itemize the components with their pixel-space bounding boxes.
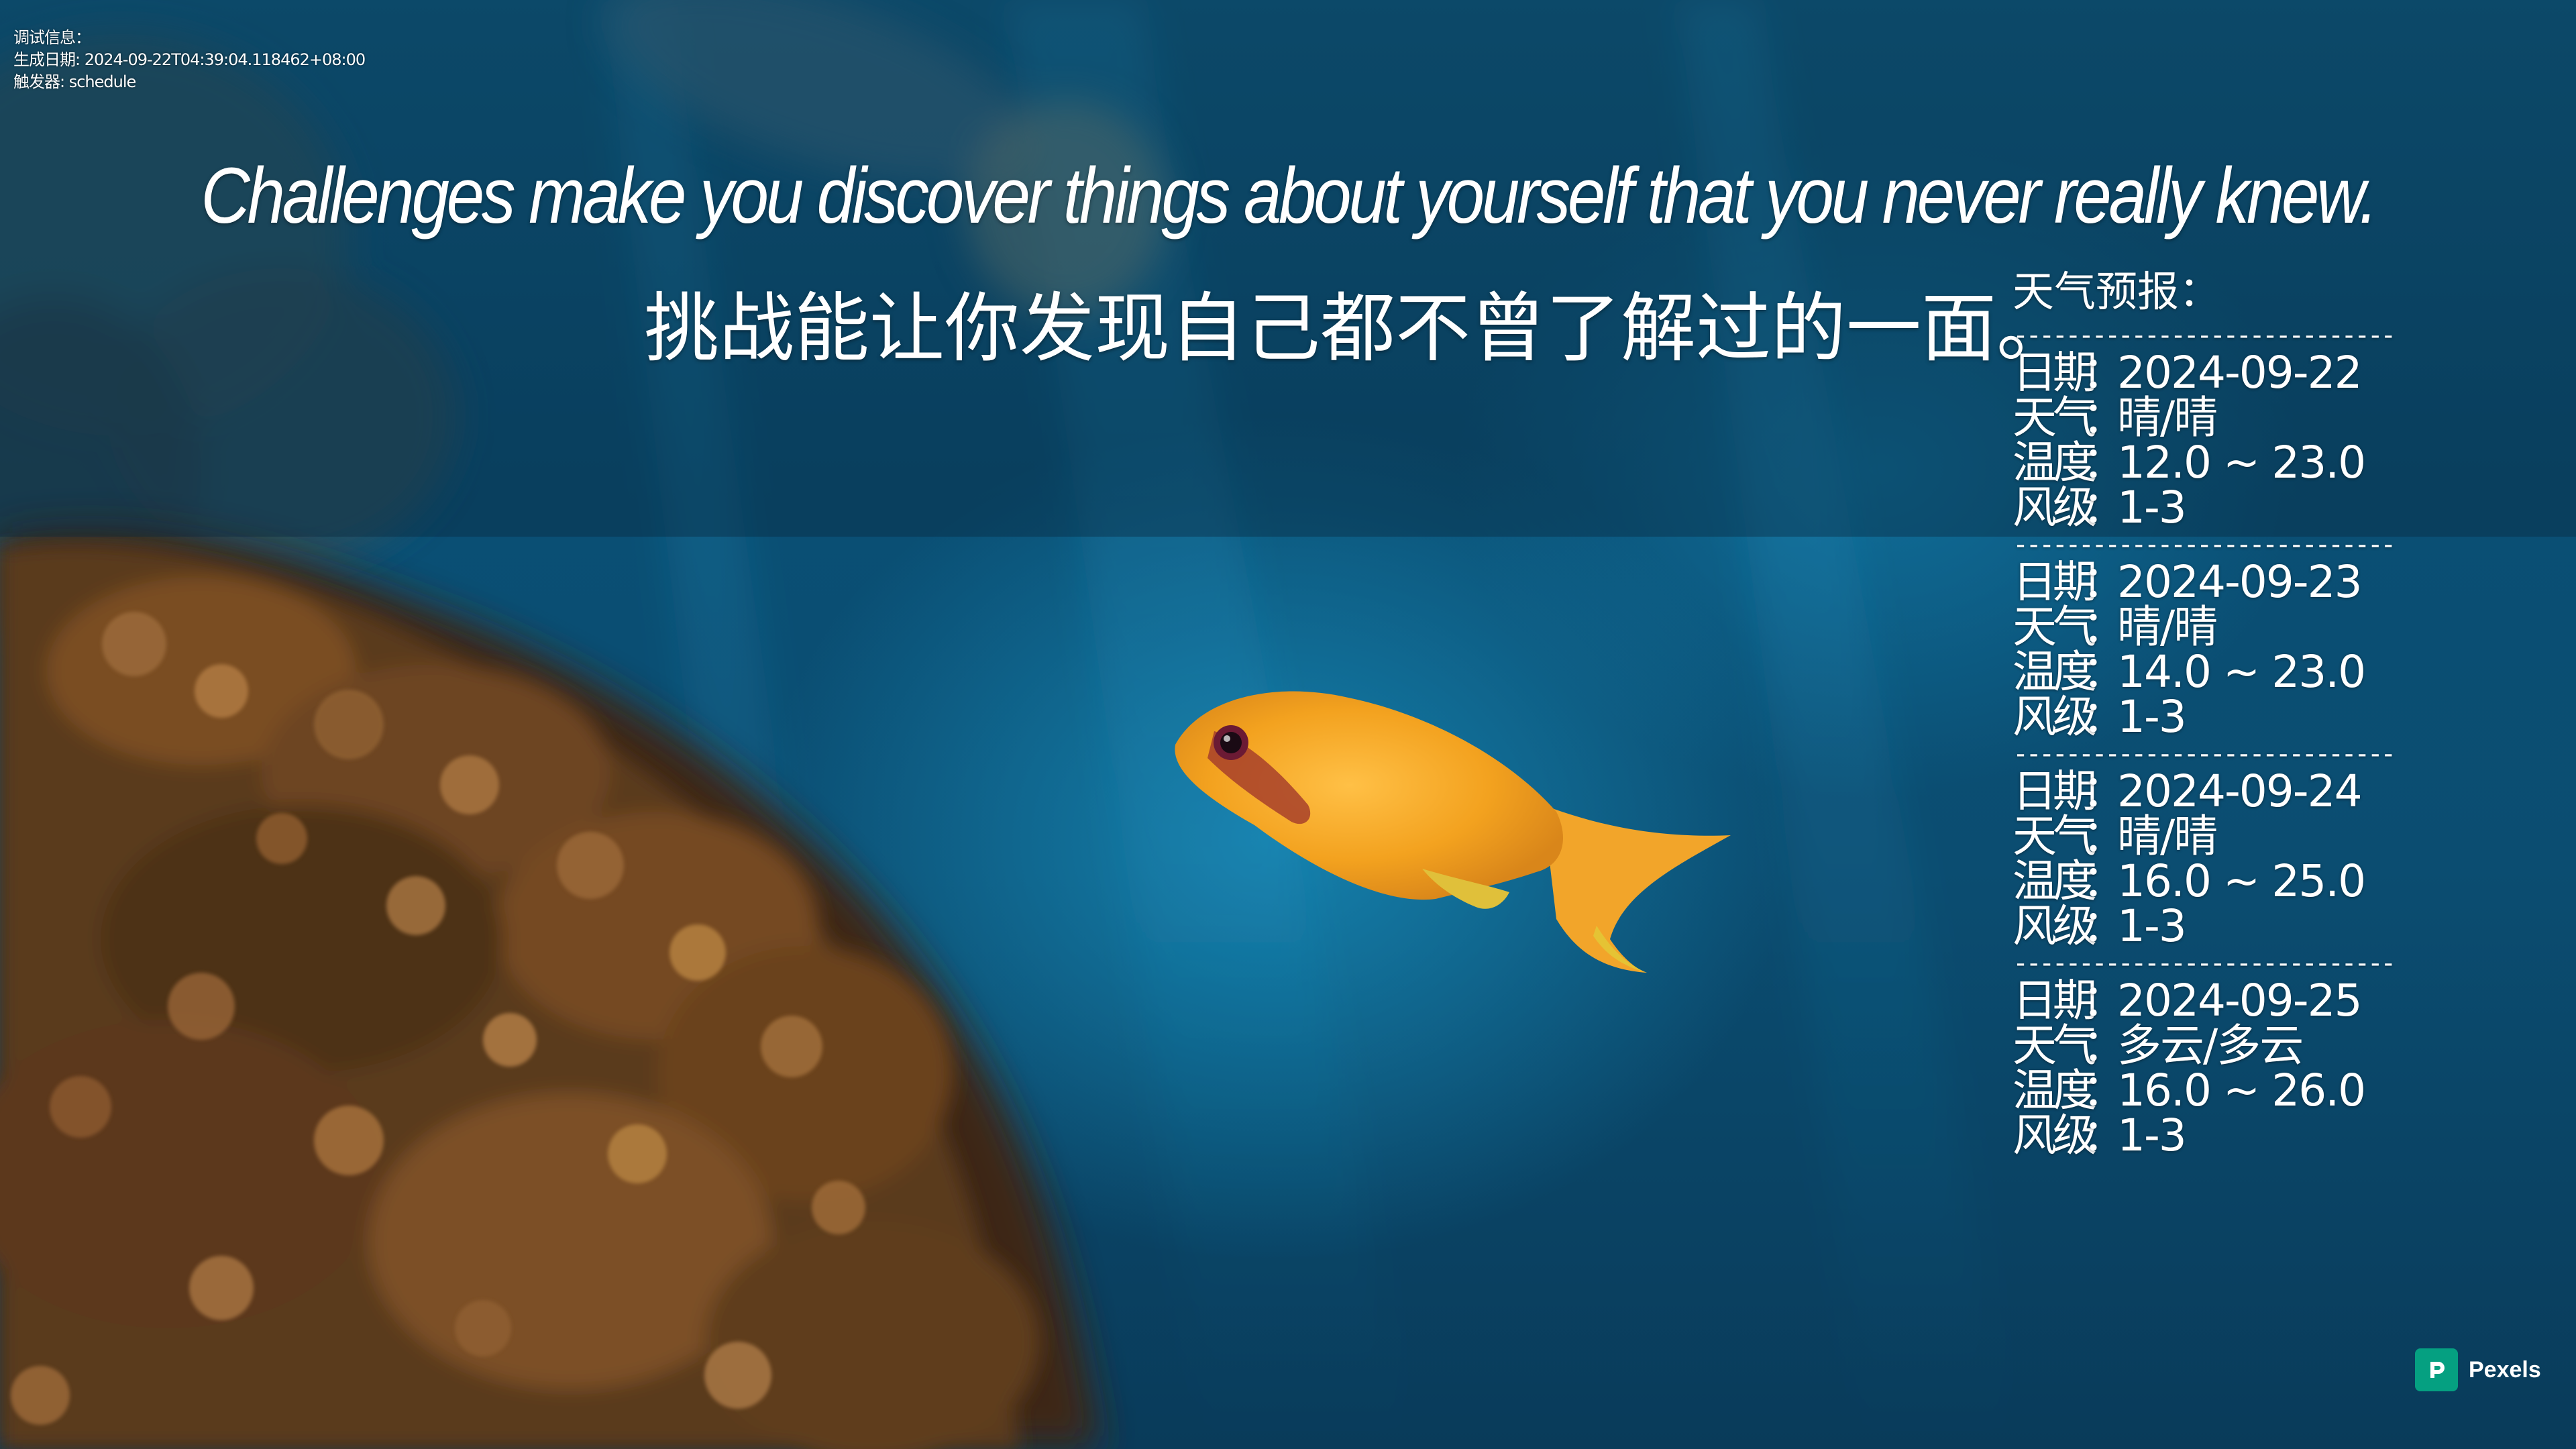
quote-chinese: 挑战能让你发现自己都不曾了解过的一面。 — [644, 285, 2072, 372]
forecast-wind-row: 风级： 1-3 — [2012, 1113, 2482, 1158]
forecast-day: 日期： 2024-09-23 天气：晴/晴 温度： 14.0 ~ 23.0 风级： 1… — [2012, 558, 2482, 741]
header-overlay-band — [0, 0, 2576, 537]
separator: ： — [2082, 347, 2127, 398]
date-label: 日期 — [2012, 765, 2097, 817]
weather-label: 天气 — [2012, 810, 2097, 862]
separator: ： — [2082, 392, 2127, 443]
date-label: 日期 — [2012, 975, 2097, 1026]
debug-title: 调试信息： — [13, 28, 91, 47]
wind-label: 风级 — [2012, 691, 2097, 743]
forecast-weather-row: 天气：多云/多云 — [2012, 1023, 2482, 1068]
separator: ： — [2082, 975, 2127, 1026]
forecast-temperature-row: 温度： 12.0 ~ 23.0 — [2012, 440, 2482, 485]
forecast-date-row: 日期： 2024-09-25 — [2012, 978, 2482, 1023]
forecast-weather-row: 天气：晴/晴 — [2012, 604, 2482, 649]
coral-reef — [0, 528, 1100, 1449]
weather-value: 多云/多云 — [2117, 1020, 2304, 1071]
separator: ： — [2082, 691, 2127, 743]
forecast-day: 日期： 2024-09-22 天气：晴/晴 温度： 12.0 ~ 23.0 风级： 1… — [2012, 349, 2482, 531]
separator: ： — [2082, 646, 2127, 698]
wind-value: 1-3 — [2117, 900, 2187, 952]
separator: ： — [2082, 1065, 2127, 1116]
forecast-day: 日期： 2024-09-24 天气：晴/晴 温度： 16.0 ~ 25.0 风级： 1… — [2012, 767, 2482, 950]
separator: ： — [2082, 601, 2127, 653]
pexels-attribution[interactable]: Pexels — [2415, 1348, 2541, 1391]
forecast-date-row: 日期： 2024-09-23 — [2012, 559, 2482, 604]
divider: ----------------------------- — [2012, 950, 2396, 977]
pexels-logo-icon — [2415, 1348, 2458, 1391]
forecast-date-row: 日期： 2024-09-22 — [2012, 350, 2482, 395]
forecast-wind-row: 风级： 1-3 — [2012, 904, 2482, 949]
pexels-label: Pexels — [2469, 1356, 2541, 1383]
separator: ： — [2082, 1020, 2127, 1071]
wind-value: 1-3 — [2117, 691, 2187, 743]
weather-label: 天气 — [2012, 601, 2097, 653]
weather-value: 晴/晴 — [2117, 392, 2218, 443]
weather-label: 天气 — [2012, 1020, 2097, 1071]
weather-value: 晴/晴 — [2117, 601, 2218, 653]
wind-label: 风级 — [2012, 900, 2097, 952]
pexels-p-icon — [2430, 1362, 2445, 1378]
date-label: 日期 — [2012, 347, 2097, 398]
debug-trigger: 触发器: schedule — [13, 72, 136, 91]
separator: ： — [2082, 810, 2127, 862]
separator: ： — [2082, 765, 2127, 817]
separator: ： — [2082, 900, 2127, 952]
date-value: 2024-09-23 — [2117, 556, 2363, 608]
forecast-date-row: 日期： 2024-09-24 — [2012, 769, 2482, 814]
wind-label: 风级 — [2012, 482, 2097, 533]
forecast-temperature-row: 温度： 16.0 ~ 25.0 — [2012, 859, 2482, 904]
background-fish — [606, 0, 1167, 315]
wind-value: 1-3 — [2117, 482, 2187, 533]
separator: ： — [2082, 855, 2127, 907]
quote-english: Challenges make you discover things abou… — [201, 152, 2378, 240]
wind-value: 1-3 — [2117, 1110, 2187, 1161]
separator: ： — [2082, 556, 2127, 608]
temperature-label: 温度 — [2012, 646, 2097, 698]
forecast-temperature-row: 温度： 16.0 ~ 26.0 — [2012, 1068, 2482, 1113]
date-value: 2024-09-22 — [2117, 347, 2363, 398]
divider: ----------------------------- — [2012, 322, 2396, 349]
separator: ： — [2082, 437, 2127, 488]
date-value: 2024-09-24 — [2117, 765, 2363, 817]
debug-generated-date: 生成日期: 2024-09-22T04:39:04.118462+08:00 — [13, 50, 366, 69]
forecast-day: 日期： 2024-09-25 天气：多云/多云 温度： 16.0 ~ 26.0 风级… — [2012, 977, 2482, 1159]
date-value: 2024-09-25 — [2117, 975, 2363, 1026]
temperature-value: 14.0 ~ 23.0 — [2117, 646, 2366, 698]
divider: ----------------------------- — [2012, 741, 2396, 767]
forecast-wind-row: 风级： 1-3 — [2012, 694, 2482, 739]
debug-info: 调试信息： 生成日期: 2024-09-22T04:39:04.118462+0… — [13, 27, 366, 93]
weather-title: 天气预报： — [2012, 267, 2221, 316]
temperature-value: 16.0 ~ 26.0 — [2117, 1065, 2366, 1116]
weather-label: 天气 — [2012, 392, 2097, 443]
weather-value: 晴/晴 — [2117, 810, 2218, 862]
temperature-label: 温度 — [2012, 1065, 2097, 1116]
date-label: 日期 — [2012, 556, 2097, 608]
forecast-temperature-row: 温度： 14.0 ~ 23.0 — [2012, 649, 2482, 694]
divider: ----------------------------- — [2012, 531, 2396, 558]
separator: ： — [2082, 1110, 2127, 1161]
wind-label: 风级 — [2012, 1110, 2097, 1161]
separator: ： — [2082, 482, 2127, 533]
weather-forecast-panel: 天气预报： ----------------------------- 日期： 2… — [2012, 262, 2482, 1159]
temperature-label: 温度 — [2012, 437, 2097, 488]
temperature-label: 温度 — [2012, 855, 2097, 907]
forecast-weather-row: 天气：晴/晴 — [2012, 814, 2482, 859]
temperature-value: 16.0 ~ 25.0 — [2117, 855, 2366, 907]
temperature-value: 12.0 ~ 23.0 — [2117, 437, 2366, 488]
orange-fish — [1175, 691, 1731, 973]
forecast-weather-row: 天气：晴/晴 — [2012, 395, 2482, 440]
forecast-wind-row: 风级： 1-3 — [2012, 485, 2482, 530]
